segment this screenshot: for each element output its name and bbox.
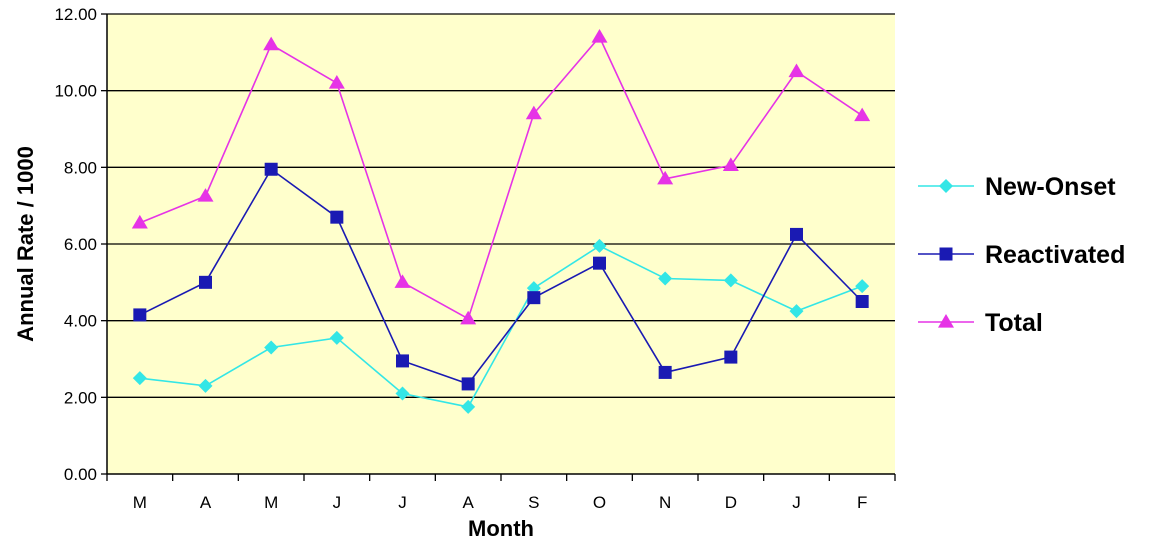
data-point-new-onset [658, 271, 673, 286]
data-point-new-onset [592, 238, 607, 253]
axes [106, 14, 895, 475]
y-tick-label: 10.00 [54, 82, 97, 101]
y-tick-labels: 0.00 2.00 4.00 6.00 8.00 10.00 12.00 [54, 5, 97, 484]
data-point-total [788, 63, 805, 78]
x-tick-label: J [398, 493, 407, 512]
data-point-new-onset [198, 378, 213, 393]
series [131, 29, 871, 414]
series-new-onset [132, 238, 870, 414]
data-point-total [131, 214, 148, 229]
x-tick-label: O [593, 493, 606, 512]
data-point-new-onset [723, 273, 738, 288]
series-total [131, 29, 871, 325]
data-point-new-onset [329, 330, 344, 345]
y-tick-label: 12.00 [54, 5, 97, 24]
legend-item-total: Total [918, 309, 1043, 337]
data-point-total [263, 36, 280, 51]
data-point-total [657, 170, 674, 185]
x-tick-label: D [725, 493, 737, 512]
data-point-new-onset [132, 371, 147, 386]
y-tick-label: 0.00 [64, 465, 97, 484]
gridlines [101, 13, 896, 481]
series-line-reactivated [139, 168, 863, 385]
legend-item-reactivated: Reactivated [918, 241, 1125, 269]
x-tick-label: S [528, 493, 539, 512]
data-point-new-onset [461, 399, 476, 414]
x-tick-label: N [659, 493, 671, 512]
data-point-total [460, 310, 477, 325]
data-point-new-onset [264, 340, 279, 355]
data-point-total [854, 107, 871, 122]
y-tick-label: 6.00 [64, 235, 97, 254]
x-tick-label: J [792, 493, 801, 512]
data-point-total [197, 188, 214, 202]
legend-label: Reactivated [985, 241, 1125, 269]
y-tick-label: 2.00 [64, 388, 97, 407]
data-point-reactivated [658, 365, 672, 379]
data-point-reactivated [199, 275, 212, 289]
legend-label: Total [985, 309, 1043, 337]
data-point-reactivated [264, 162, 278, 176]
legend-swatch-marker [939, 179, 953, 193]
data-point-total [591, 29, 608, 43]
y-tick-label: 8.00 [64, 158, 97, 177]
data-point-reactivated [790, 227, 803, 241]
legend-swatch-marker [939, 247, 953, 261]
data-point-new-onset [395, 386, 410, 401]
y-tick-label: 4.00 [64, 312, 97, 331]
data-point-reactivated [133, 308, 147, 322]
data-point-reactivated [724, 350, 738, 364]
data-point-total [722, 157, 739, 172]
data-point-new-onset [789, 304, 804, 319]
series-line-total [139, 35, 863, 320]
x-tick-label: A [462, 493, 474, 512]
data-point-reactivated [855, 295, 869, 308]
x-tick-label: A [200, 493, 212, 512]
data-point-total [394, 274, 411, 288]
x-tick-label: J [333, 493, 342, 512]
y-axis-title: Annual Rate / 1000 [13, 146, 38, 342]
legend-swatch-marker [938, 314, 954, 328]
data-point-new-onset [855, 279, 870, 294]
x-tick-label: M [264, 493, 278, 512]
data-point-reactivated [593, 256, 606, 270]
legend-label: New-Onset [985, 173, 1116, 201]
data-point-reactivated [461, 377, 475, 391]
data-point-reactivated [527, 291, 541, 305]
legend: New-Onset Reactivated Total [918, 173, 1125, 337]
legend-item-new-onset: New-Onset [918, 173, 1116, 201]
x-axis-title: Month [468, 516, 534, 541]
series-reactivated [133, 162, 869, 391]
data-point-total [525, 105, 542, 120]
data-point-total [328, 75, 345, 89]
data-point-reactivated [330, 210, 344, 224]
x-tick-label: F [857, 493, 867, 512]
x-tick-label: M [133, 493, 147, 512]
series-line-new-onset [139, 244, 863, 408]
data-point-reactivated [396, 354, 409, 368]
